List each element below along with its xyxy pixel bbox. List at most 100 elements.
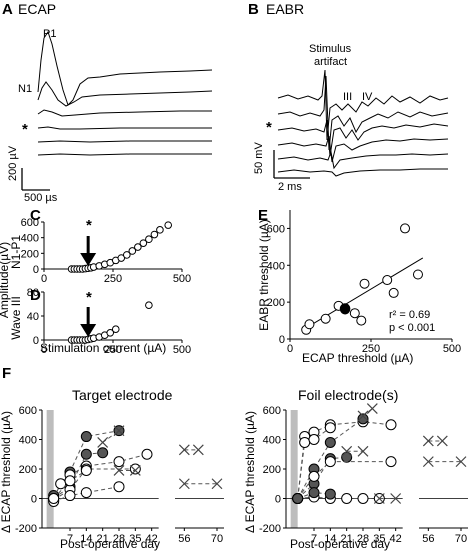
panel-f-right-title: Foil electrode(s) [298,387,398,403]
panel-f-left-y-tick-label: -200 [15,523,37,535]
panel-f-left-filled-marker [80,431,92,443]
panel-e-data-point [400,223,411,234]
panel-f-right-open-marker [308,470,320,482]
eabr-artifact-label: artifact [314,56,347,68]
panel-f-left-open-marker [141,448,153,460]
panel-c-x-tick-label: 500 [173,273,191,285]
panel-f-right-x-tick-label: 21 [341,533,353,545]
panel-f-left-open-marker [48,493,60,504]
panel-f-right-x-label: Post-operative day [290,537,390,551]
panel-d-data-point [145,301,153,310]
panel-c-x-tick-label: 250 [104,273,122,285]
panel-f-left-filled-marker [97,447,109,459]
panel-f-left-x-tick-label: 42 [146,533,158,545]
panel-f-left-cross-marker [211,478,223,490]
panel-e-highlight-point [339,303,351,314]
ecap-trace-6 [37,153,212,156]
panel-f-left-y-tick-label: 0 [31,494,37,506]
panel-f-left-x-label: Post-operative day [60,537,160,551]
panel-f-right-cross-marker [357,410,369,422]
ecap-trace-1 [37,30,213,106]
eabr-trace-1 [277,69,449,141]
panel-c-star: * [86,217,92,234]
panel-f-left-surgery-shade [46,410,54,528]
panel-f-right-open-marker [299,436,311,448]
panel-f-left-cross-marker [178,478,190,490]
eabr-trace-2 [277,75,449,151]
panel-c-y-tick-label: 0 [33,264,39,276]
panel-d-y-tick-label: 0 [33,335,39,347]
panel-b-title: EABR [266,1,304,17]
panel-e-data-point [304,319,315,330]
panel-f-right-cross-marker [357,445,369,457]
panel-d-x-tick-label: 0 [41,344,47,356]
eabr-scale-x-label: 2 ms [278,181,302,193]
panel-d-scatter: 0 250 500 0 40 80 [27,287,191,356]
panel-f-left-x-tick-label: 14 [80,533,92,545]
panel-c-data-point [150,230,159,239]
ecap-peak-p1: P1 [43,28,56,40]
eabr-trace-6 [277,168,448,177]
panel-e-data-point [412,269,423,280]
panel-f-right-cross-marker [455,456,467,468]
panel-f-left-open-marker [129,463,141,475]
panel-d-x-tick-label: 500 [173,344,191,356]
eabr-trace-5 [277,150,449,170]
panel-d-y-tick-label: 80 [27,287,39,299]
panel-f-right-filled-marker [357,413,369,425]
panel-f-left-open-marker [64,490,76,502]
panel-f-right-y-tick-label: 0 [275,494,281,506]
panel-f-right-cross-marker [422,435,434,447]
panel-c-data-point [156,226,164,234]
panel-f-left-filled-marker [80,448,92,460]
panel-f-right-y-tick-label: -200 [259,523,281,535]
panel-e-y-tick-label: 0 [279,334,285,346]
ecap-trace-3 [37,109,212,117]
ecap-scale-x-label: 500 µs [24,192,58,204]
panel-e-data-point [320,313,331,324]
panel-f-right-filled-marker [308,487,320,499]
panel-f-left-title: Target electrode [72,387,173,403]
eabr-scale-y-label: 50 mV [253,142,265,174]
panel-c-y-tick-label: 200 [21,248,39,260]
panel-f-left-x-tick-label: 28 [113,533,125,545]
panel-e-x-label: ECAP threshold (µA) [302,351,413,365]
panel-f-right-cross-marker [366,403,378,414]
panel-e-data-point [356,315,367,326]
panel-e-scatter: 0 250 500 0 200 400 600 [267,210,461,355]
panel-f-right-x-tick-label: 56 [422,533,434,545]
panel-f-right-cross-marker [390,493,402,504]
panel-d-data-point [106,329,115,337]
panel-f-right-y-tick-label: 600 [263,405,281,417]
panel-f-right-surgery-shade [290,410,298,528]
eabr-scale-bar [273,150,310,179]
panel-c-data-point [145,235,153,244]
panel-f-right-x-tick-label: 7 [311,533,317,545]
panel-d-letter: D [30,287,41,304]
panel-f-right-y-tick-label: 400 [263,435,281,447]
panel-f-right-series-line [297,456,347,499]
panel-d-data-point [111,325,120,334]
panel-f-right-series-line [297,427,331,499]
panel-c-data-point [164,221,172,229]
panel-f-right-filled-marker [292,493,304,504]
eabr-stimulus-label: Stimulus [309,43,352,55]
panel-f-right-series-line [297,461,391,499]
panel-f-left-x-tick-label: 7 [67,533,73,545]
panel-f-left-x-tick-label: 56 [178,533,190,545]
panel-f-right-open-marker [357,493,369,504]
panel-f-left-open-marker [80,487,92,499]
panel-e-pvalue: p < 0.001 [389,322,435,334]
panel-f-left-cross-marker [97,437,109,448]
panel-f-right-open-marker [308,434,320,445]
panel-e-x-tick-label: 0 [287,343,293,355]
eabr-wave-iii-label: III [343,91,352,103]
panel-f-left-open-marker [80,464,92,476]
panel-f-left-cross-marker [178,444,190,456]
panel-d-x-label: Stimulation current (µA) [40,341,166,355]
panel-f-right-y-tick-label: 200 [263,464,281,476]
ecap-peak-n1: N1 [18,83,32,95]
panel-f-left-x-tick-label: 21 [97,533,109,545]
panel-c-data-point [123,251,131,259]
panel-c-threshold-arrow-head [80,253,97,266]
